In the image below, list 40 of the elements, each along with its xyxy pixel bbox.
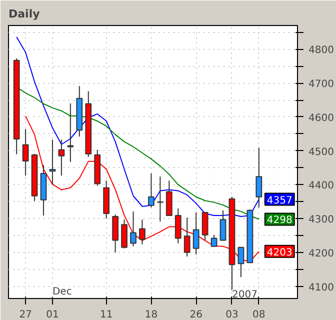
candlestick xyxy=(148,173,154,208)
data-label: 4357 xyxy=(266,195,292,206)
candlestick xyxy=(139,219,146,245)
candlestick xyxy=(156,176,164,222)
candlestick xyxy=(130,210,136,247)
y-tick-label: 4200 xyxy=(308,248,334,260)
candlestick xyxy=(121,219,128,249)
annotation: Dec xyxy=(52,286,72,298)
candlestick xyxy=(238,246,244,278)
candlestick xyxy=(192,212,200,255)
candlestick xyxy=(174,208,182,244)
y-tick-label: 4400 xyxy=(308,180,334,192)
candlestick xyxy=(166,180,172,216)
candlestick xyxy=(112,214,118,253)
x-tick-label: 03 xyxy=(226,310,238,320)
data-label: 4203 xyxy=(266,247,292,258)
x-tick-label: 27 xyxy=(19,310,32,320)
candlestick xyxy=(67,102,74,162)
x-tick-label: 26 xyxy=(190,310,202,320)
y-tick-label: 4100 xyxy=(308,282,334,294)
y-tick-label: 4800 xyxy=(308,45,334,56)
data-label: 4298 xyxy=(266,215,292,226)
y-tick-label: 4300 xyxy=(308,214,334,226)
chart-title: Daily xyxy=(8,8,40,20)
candlestick xyxy=(210,234,218,247)
y-tick-label: 4500 xyxy=(308,146,334,158)
x-tick-label: 11 xyxy=(100,310,113,320)
x-tick-label: 18 xyxy=(144,310,158,320)
candlestick xyxy=(22,128,29,176)
candlestick xyxy=(49,139,56,186)
x-tick-label: 01 xyxy=(46,310,59,320)
y-tick-label: 4700 xyxy=(308,79,334,90)
candlestick xyxy=(58,139,65,176)
candlestick xyxy=(256,147,262,208)
candlestick xyxy=(184,217,190,257)
x-tick-label: 08 xyxy=(252,310,266,320)
candlestick xyxy=(220,210,226,241)
y-tick-label: 4600 xyxy=(308,112,334,124)
annotation: 2007 xyxy=(232,290,258,300)
candlestick xyxy=(202,212,208,241)
